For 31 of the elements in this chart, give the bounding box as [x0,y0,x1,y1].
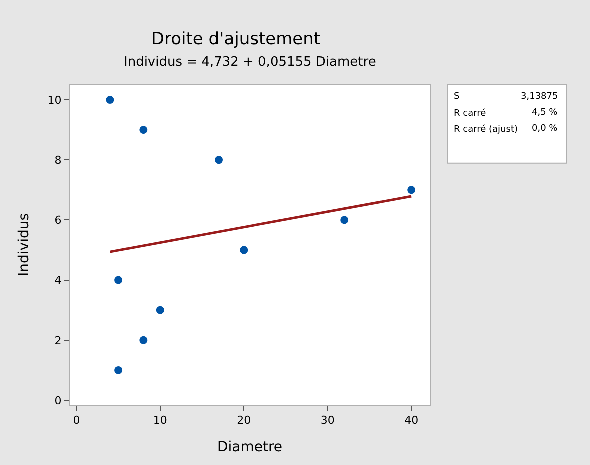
x-tick-label: 20 [237,414,252,428]
x-tick-label: 40 [404,414,419,428]
chart-title: Droite d'ajustement [151,29,321,50]
point [408,186,416,194]
point [114,366,123,374]
text: 0,0 % [532,124,558,134]
point [140,336,148,344]
y-tick-label: 0 [54,394,62,408]
y-tick-label: 2 [54,334,62,348]
y-tick-label: 8 [54,154,62,167]
point [114,276,123,284]
text: 3,13875 [521,92,558,102]
x-tick-label: 0 [73,414,80,428]
x-tick-label: 10 [153,414,168,428]
text: R carré (ajust) [454,124,518,135]
y-tick-label: 4 [54,274,62,288]
x-tick-label: 30 [320,414,335,428]
y-axis-title: Individus [16,213,32,277]
point [240,246,248,254]
y-tick-label: 6 [54,214,62,228]
point [106,96,114,104]
x-axis-title: Diametre [217,440,283,456]
point [140,126,148,134]
text: 4,5 % [532,108,558,118]
point [340,216,349,224]
text: S [454,92,460,102]
y-tick-label: 10 [48,94,62,107]
chart-subtitle: Individus = 4,732 + 0,05155 Diametre [124,55,376,70]
text: R carré [454,108,487,119]
point [215,156,224,164]
point [156,306,164,314]
